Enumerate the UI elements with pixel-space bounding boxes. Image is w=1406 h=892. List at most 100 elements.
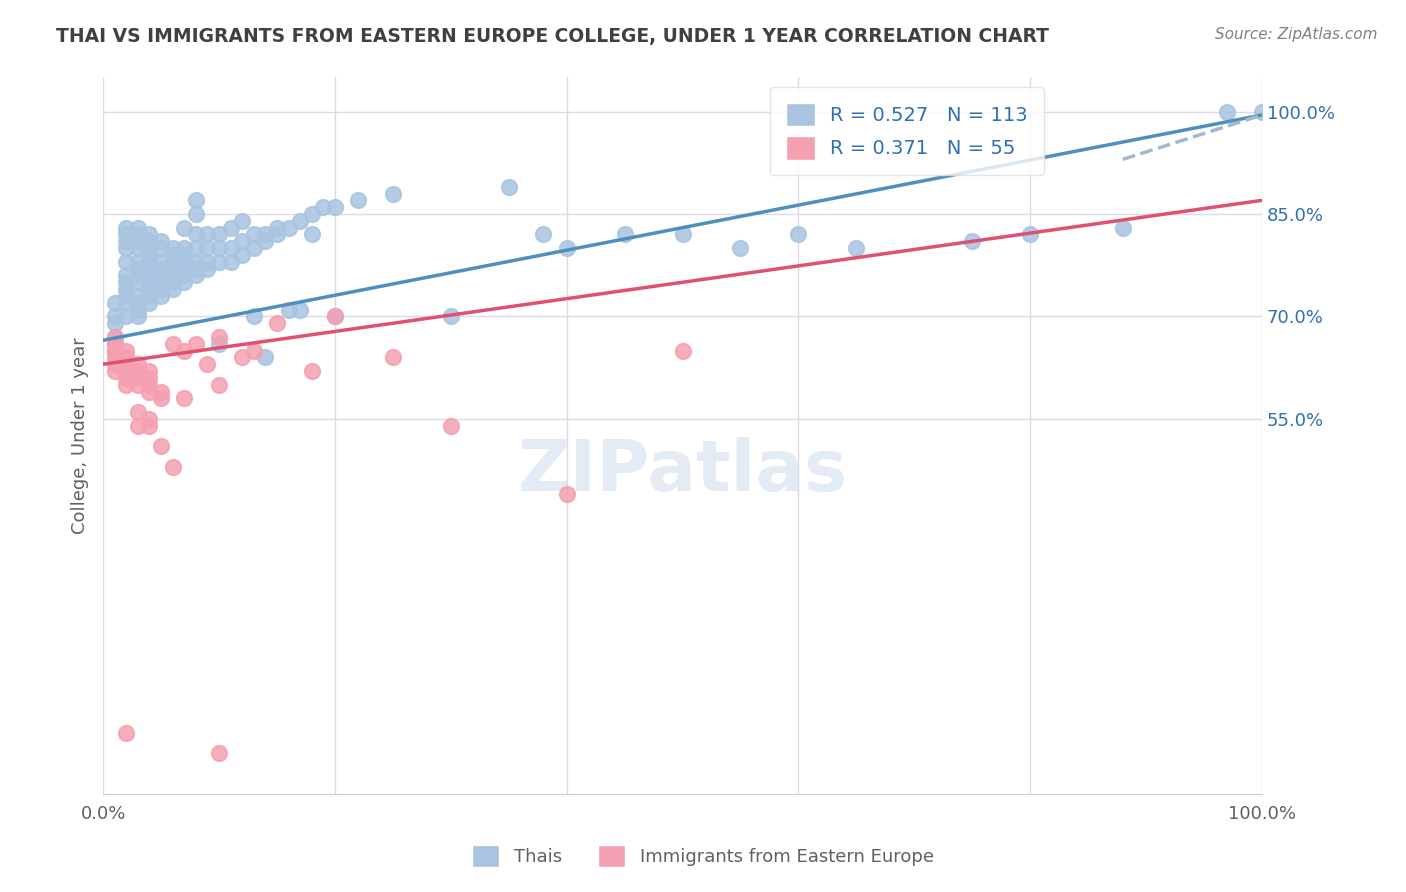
Point: [173, 261, 195, 276]
Point: [208, 227, 231, 242]
Point: [219, 220, 242, 235]
Point: [381, 186, 404, 201]
Point: [150, 384, 173, 399]
Point: [127, 268, 149, 283]
Point: [138, 371, 160, 385]
Point: [138, 364, 160, 378]
Point: [440, 418, 463, 433]
Point: [266, 220, 288, 235]
Point: [115, 289, 138, 303]
Point: [115, 343, 138, 358]
Point: [219, 254, 242, 268]
Point: [162, 275, 184, 289]
Point: [231, 248, 253, 262]
Point: [104, 336, 127, 351]
Point: [381, 351, 404, 365]
Point: [138, 295, 160, 310]
Point: [613, 227, 636, 242]
Point: [323, 310, 346, 324]
Point: [138, 261, 160, 276]
Text: Source: ZipAtlas.com: Source: ZipAtlas.com: [1215, 27, 1378, 42]
Point: [138, 268, 160, 283]
Point: [162, 241, 184, 255]
Point: [173, 275, 195, 289]
Point: [115, 357, 138, 371]
Point: [197, 241, 219, 255]
Point: [138, 289, 160, 303]
Point: [197, 227, 219, 242]
Point: [115, 364, 138, 378]
Point: [115, 310, 138, 324]
Point: [150, 289, 173, 303]
Point: [184, 268, 207, 283]
Point: [498, 179, 520, 194]
Point: [104, 295, 127, 310]
Point: [138, 254, 160, 268]
Point: [730, 241, 752, 255]
Point: [323, 200, 346, 214]
Point: [266, 316, 288, 330]
Legend: R = 0.527   N = 113, R = 0.371   N = 55: R = 0.527 N = 113, R = 0.371 N = 55: [770, 87, 1043, 176]
Point: [127, 275, 149, 289]
Point: [173, 268, 195, 283]
Point: [440, 310, 463, 324]
Point: [671, 227, 693, 242]
Point: [301, 364, 323, 378]
Point: [184, 241, 207, 255]
Point: [115, 726, 138, 740]
Point: [104, 343, 127, 358]
Point: [127, 357, 149, 371]
Y-axis label: College, Under 1 year: College, Under 1 year: [72, 337, 89, 534]
Point: [288, 214, 311, 228]
Point: [162, 459, 184, 474]
Point: [219, 241, 242, 255]
Point: [1112, 220, 1135, 235]
Point: [162, 282, 184, 296]
Point: [115, 371, 138, 385]
Point: [104, 343, 127, 358]
Point: [184, 194, 207, 208]
Point: [150, 268, 173, 283]
Point: [254, 227, 277, 242]
Point: [162, 268, 184, 283]
Point: [127, 364, 149, 378]
Point: [787, 227, 810, 242]
Point: [127, 295, 149, 310]
Text: THAI VS IMMIGRANTS FROM EASTERN EUROPE COLLEGE, UNDER 1 YEAR CORRELATION CHART: THAI VS IMMIGRANTS FROM EASTERN EUROPE C…: [56, 27, 1049, 45]
Point: [115, 295, 138, 310]
Legend: Thais, Immigrants from Eastern Europe: Thais, Immigrants from Eastern Europe: [465, 838, 941, 874]
Point: [301, 227, 323, 242]
Point: [127, 289, 149, 303]
Point: [127, 227, 149, 242]
Point: [184, 227, 207, 242]
Point: [150, 275, 173, 289]
Point: [242, 310, 264, 324]
Point: [254, 351, 277, 365]
Point: [104, 330, 127, 344]
Point: [197, 254, 219, 268]
Point: [173, 254, 195, 268]
Point: [104, 310, 127, 324]
Point: [173, 392, 195, 406]
Point: [104, 357, 127, 371]
Point: [555, 487, 578, 501]
Point: [1216, 104, 1239, 119]
Point: [242, 343, 264, 358]
Point: [173, 343, 195, 358]
Point: [1251, 104, 1274, 119]
Point: [127, 235, 149, 249]
Point: [555, 241, 578, 255]
Point: [115, 220, 138, 235]
Point: [104, 316, 127, 330]
Point: [671, 343, 693, 358]
Point: [208, 241, 231, 255]
Point: [208, 254, 231, 268]
Point: [115, 254, 138, 268]
Point: [115, 235, 138, 249]
Point: [312, 200, 335, 214]
Point: [277, 302, 299, 317]
Point: [162, 336, 184, 351]
Point: [127, 418, 149, 433]
Point: [231, 214, 253, 228]
Point: [127, 371, 149, 385]
